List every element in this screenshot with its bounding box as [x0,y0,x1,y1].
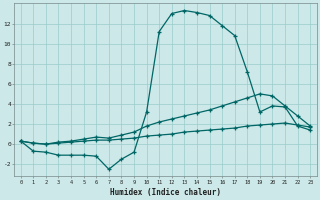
X-axis label: Humidex (Indice chaleur): Humidex (Indice chaleur) [110,188,221,197]
